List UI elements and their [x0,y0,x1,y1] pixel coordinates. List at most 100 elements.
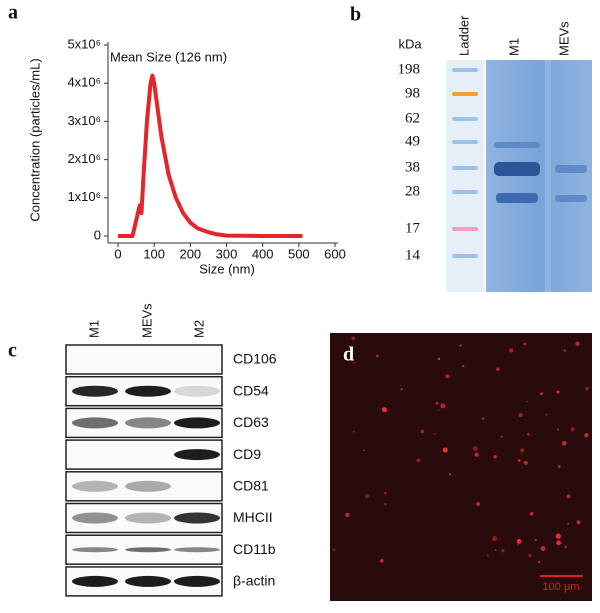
marker-label: 28 [405,183,420,199]
row-label: CD106 [233,351,277,367]
fluorescent-spot [509,348,514,353]
blot-band [72,417,118,429]
fluorescent-spot [528,553,532,558]
lane-gap [545,60,551,292]
fluorescent-spot [540,546,546,551]
ladder-lane [446,60,484,292]
ladder-band [452,140,478,144]
fluorescent-spot [500,435,503,438]
fluorescent-spot [557,465,561,468]
fluorescent-spot [492,536,498,542]
x-tick-label: 100 [143,246,165,261]
fluorescent-spot [449,473,452,476]
fluorescent-spot [517,459,521,462]
lane-label: Ladder [456,15,471,56]
y-tick-label: 3x10⁶ [67,113,101,128]
fluorescent-spot [545,413,548,416]
marker-label: 198 [398,61,421,77]
fluorescent-spot [445,374,450,379]
fluorescent-spot [442,447,448,453]
ladder-band [452,190,478,194]
scale-bar-label: 100 μm [543,581,580,593]
blot-band [125,417,171,429]
fluorescent-spot [332,548,336,552]
fluorescent-spot [556,390,560,394]
fluorescent-spot [584,433,589,438]
row-label: CD54 [233,382,269,398]
fluorescent-spot [351,336,356,341]
fluorescent-spot [440,403,446,409]
band [494,142,540,148]
blot-band [72,480,118,492]
fluorescent-spot [563,349,567,353]
fluorescent-spot [437,357,441,361]
lane-label: MEVs [139,303,154,338]
fluorescent-spot [353,361,356,364]
x-tick-label: 600 [324,246,346,261]
fluorescent-spot [400,388,403,391]
fluorescent-spot [379,558,384,563]
blot-band [174,547,220,553]
fluorescent-spot [384,491,387,495]
row-label: β-actin [233,573,275,589]
marker-label: 17 [405,220,421,236]
fluorescence-image [330,333,592,601]
fluorescent-spot [494,549,497,551]
blot-band [174,385,220,397]
fluorescent-spot [585,386,589,391]
blot-band [174,417,220,429]
band [494,162,540,176]
x-axis-label: Size (nm) [199,261,255,276]
fluorescent-spot [516,539,522,544]
blot-band [174,449,220,461]
lane-label: M2 [191,320,206,338]
fluorescent-spot [462,364,465,368]
blot-band [72,512,118,524]
data-line [118,73,303,238]
fluorescent-spot [538,561,541,564]
fluorescent-spot [474,452,479,457]
fluorescent-spot [556,540,562,546]
fluorescent-spot [416,458,421,463]
fluorescent-spot [555,533,561,539]
fluorescent-spot [493,455,497,459]
x-tick-label: 0 [114,246,121,261]
lane-label: MEVs [556,21,571,56]
fluorescent-spot [476,502,481,507]
fluorescent-spot [433,432,436,435]
fluorescent-spot [526,400,529,403]
fluorescent-spot [486,554,489,557]
fluorescent-spot [517,543,519,546]
fluorescent-spot [481,417,485,421]
fluorescent-spot [381,407,388,413]
lane-label: M1 [506,38,521,56]
annotation: Mean Size (126 nm) [110,49,227,64]
band [555,195,587,202]
fluorescent-spot [363,449,365,452]
y-tick-label: 4x10⁶ [67,75,101,90]
marker-label: 38 [405,159,420,175]
ladder-band [452,68,478,72]
y-tick-label: 0 [94,227,101,242]
y-tick-label: 2x10⁶ [67,151,101,166]
blot-band [72,575,118,587]
fluorescent-spot [564,545,568,549]
band [496,193,538,203]
fluorescent-spot [472,445,478,452]
fluorescent-spot [566,494,571,499]
fluorescent-spot [534,538,537,541]
blot-band [72,385,118,397]
x-tick-label: 400 [252,246,274,261]
marker-label: 62 [405,110,420,126]
marker-label: 49 [405,133,420,149]
fluorescent-spot [364,493,370,499]
blot-band [125,512,171,524]
ladder-band [452,166,478,170]
row-label: CD9 [233,446,261,462]
fluorescent-spot [556,428,560,431]
fluorescent-spot [459,344,462,347]
blot-band [125,575,171,587]
fluorescent-spot [438,409,440,412]
row-label: CD11b [233,541,276,557]
